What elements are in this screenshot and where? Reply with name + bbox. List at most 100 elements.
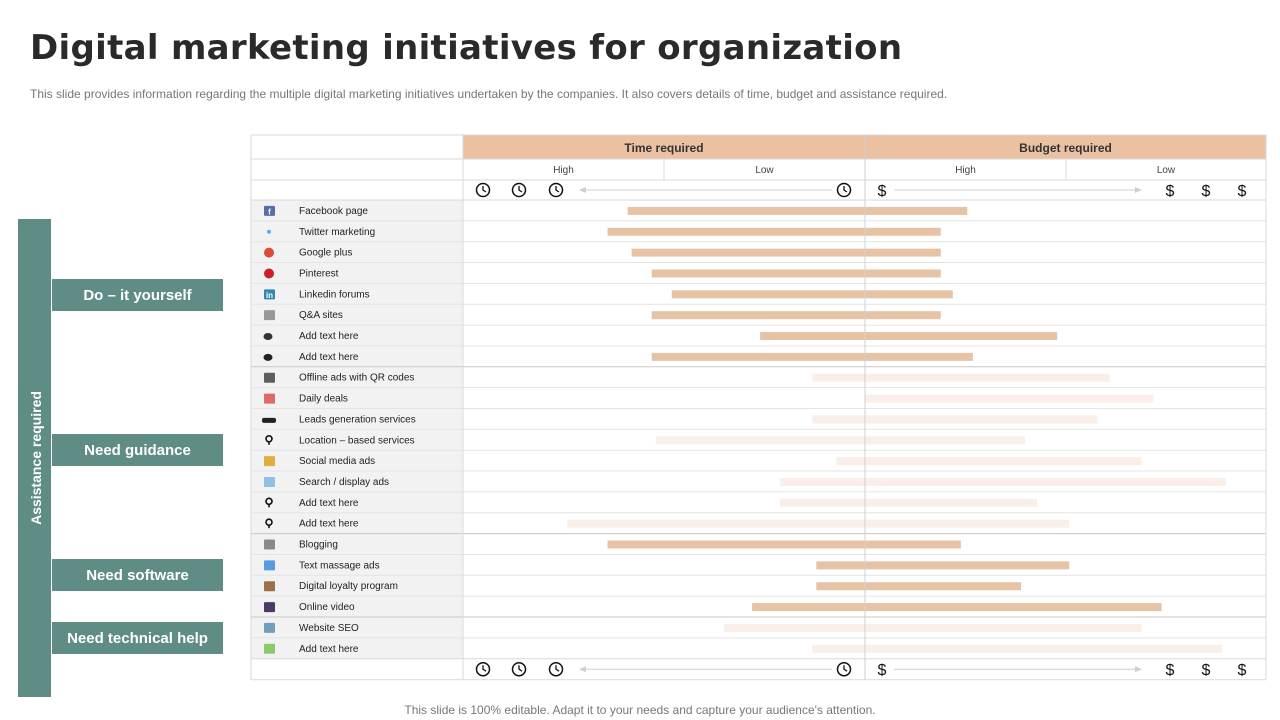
bar-5: [651, 311, 941, 320]
subheader-low: Low: [1157, 165, 1176, 176]
row-label: Add text here: [299, 331, 359, 342]
bar-11: [655, 436, 1026, 445]
footer-note: This slide is 100% editable. Adapt it to…: [404, 703, 876, 717]
group-need-technical-help: Need technical help: [52, 622, 223, 654]
clock-hand: [482, 186, 487, 193]
header-band: [463, 135, 1266, 159]
clock-hand: [555, 665, 560, 672]
group-do-it-yourself: Do – it yourself: [52, 279, 223, 311]
row-label: Text massage ads: [299, 560, 380, 571]
bar-4: [671, 290, 953, 299]
row-label: Linkedin forums: [299, 289, 370, 300]
bar-15: [567, 519, 1070, 528]
row-label: Social media ads: [299, 456, 375, 467]
budget-arrow-head: [1135, 187, 1142, 193]
clock-icon: [475, 182, 491, 198]
clock-hand: [843, 665, 848, 672]
dollar-icon: $: [1166, 662, 1175, 679]
row-label: Facebook page: [299, 206, 368, 217]
time-arrow-head: [579, 187, 586, 193]
row-label: Online video: [299, 602, 355, 613]
row-label: Add text here: [299, 519, 359, 530]
row-label: Offline ads with QR codes: [299, 373, 414, 384]
message-icon: [264, 560, 275, 571]
clock-hand: [482, 665, 487, 672]
subheader-high: High: [955, 165, 976, 176]
dollar-icon: $: [1238, 183, 1247, 200]
tag-icon: [264, 393, 275, 404]
row-label: Add text here: [299, 644, 359, 655]
qa-icon: [264, 310, 275, 321]
clock-hand: [555, 186, 560, 193]
bar-2: [631, 248, 941, 257]
bar-14: [780, 498, 1038, 507]
row-label: Location – based services: [299, 435, 415, 446]
bar-19: [752, 603, 1162, 612]
bar-10: [812, 415, 1098, 424]
page-subtitle: This slide provides information regardin…: [30, 87, 948, 101]
seo-icon: [264, 622, 275, 633]
loyalty-icon: [264, 581, 275, 592]
bar-9: [864, 394, 1154, 403]
clock-icon: [511, 661, 527, 677]
row-label: Leads generation services: [299, 414, 416, 425]
header-budget-required: Budget required: [1019, 141, 1112, 155]
location-icon: [265, 518, 273, 526]
bar-1: [607, 227, 941, 236]
search-ads-icon: [264, 476, 275, 487]
label-column-bg: [251, 200, 463, 659]
row-label: Website SEO: [299, 623, 359, 634]
group-need-software: Need software: [52, 559, 223, 591]
google-plus-icon: [264, 247, 274, 258]
row-label: Pinterest: [299, 268, 339, 279]
budget-arrow-head: [1135, 666, 1142, 673]
subheader-low: Low: [755, 165, 774, 176]
bar-8: [812, 373, 1110, 382]
chat-bubbles-icon: [263, 353, 273, 361]
video-icon: [264, 602, 275, 613]
time-arrow-head: [579, 666, 586, 673]
dollar-icon: $: [1166, 183, 1175, 200]
row-label: Add text here: [299, 498, 359, 509]
row-label: Twitter marketing: [299, 227, 375, 238]
facebook-icon: [264, 205, 275, 216]
linkedin-icon-glyph: in: [266, 291, 273, 300]
clock-icon: [836, 661, 852, 677]
people-icon: [262, 417, 276, 423]
row-label: Digital loyalty program: [299, 581, 398, 592]
bar-18: [816, 582, 1022, 591]
dollar-icon: $: [1202, 662, 1211, 679]
twitter-icon: [267, 229, 271, 234]
pinterest-icon: [264, 268, 274, 279]
subheader-high: High: [553, 165, 574, 176]
clock-icon: [836, 182, 852, 198]
dollar-icon: $: [1202, 183, 1211, 200]
dollar-icon: $: [1238, 662, 1247, 679]
bar-16: [607, 540, 961, 549]
qr-code-icon: [264, 372, 275, 383]
chat-icon: [263, 333, 273, 341]
android-icon: [264, 643, 275, 654]
bar-12: [836, 457, 1142, 466]
bar-13: [780, 477, 1226, 486]
clock-icon: [475, 661, 491, 677]
bar-3: [651, 269, 941, 278]
location-icon: [265, 497, 273, 506]
dollar-icon: $: [878, 662, 887, 679]
social-icon: [264, 456, 275, 467]
bar-20: [723, 623, 1142, 632]
bar-6: [760, 332, 1058, 341]
clock-hand: [518, 665, 523, 672]
bar-7: [651, 352, 973, 361]
clock-icon: [548, 661, 564, 677]
assistance-label-text: Assistance required: [28, 391, 44, 525]
assistance-bar: [18, 219, 51, 697]
group-need-guidance: Need guidance: [52, 434, 223, 466]
clock-icon: [548, 182, 564, 198]
clock-hand: [518, 186, 523, 193]
bar-17: [816, 561, 1070, 570]
row-label: Search / display ads: [299, 477, 389, 488]
bar-21: [812, 644, 1222, 653]
linkedin-icon: [264, 289, 275, 300]
